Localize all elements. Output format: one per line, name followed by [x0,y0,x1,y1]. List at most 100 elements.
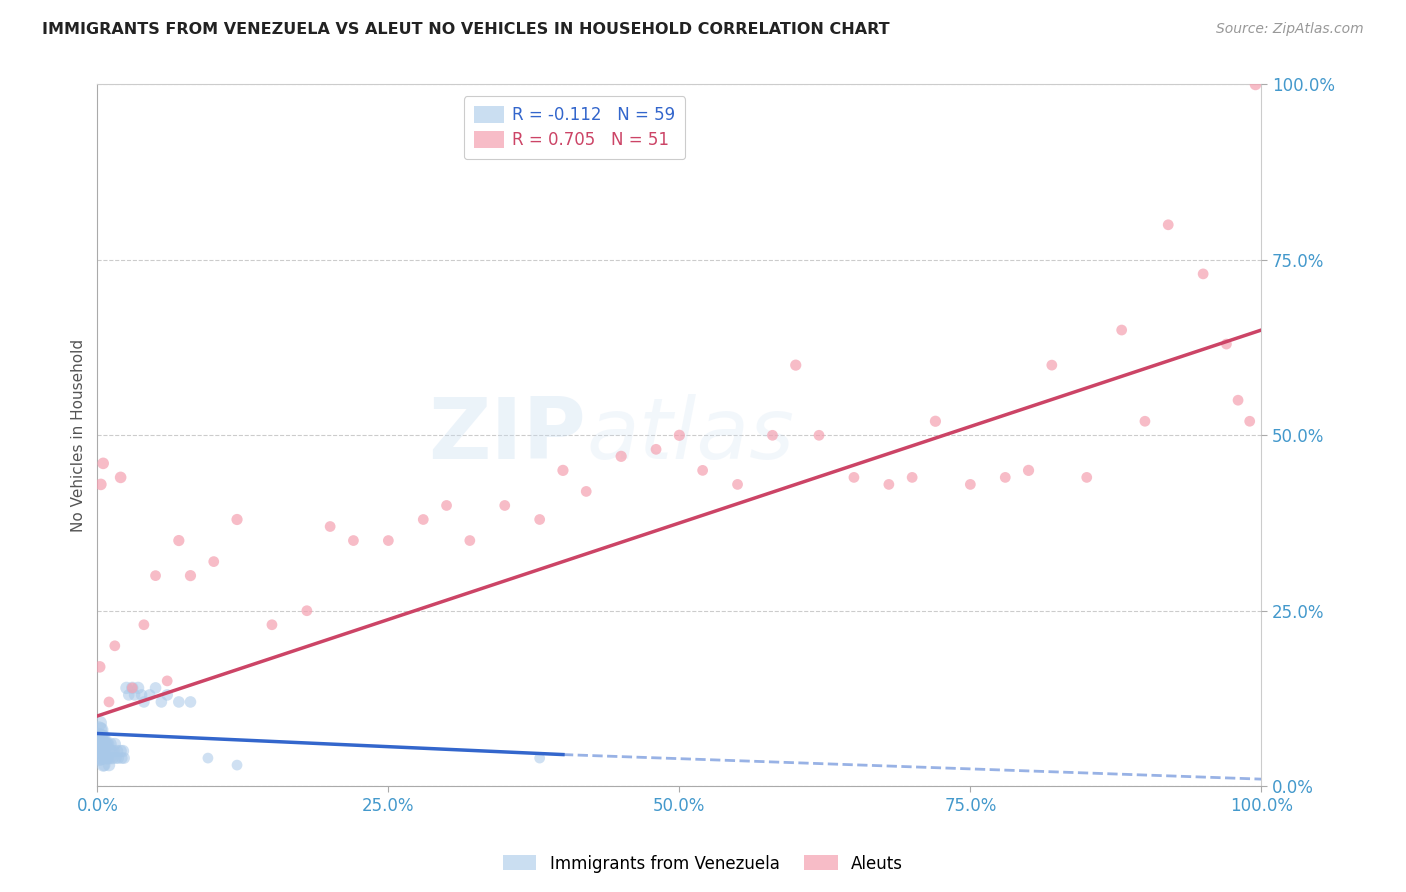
Point [101,751,124,765]
Point [87,730,110,744]
Point [1244,78,1267,92]
Point [1227,393,1250,408]
Point [98,737,121,751]
Point [104,639,127,653]
Point [110,470,132,484]
Point [89,744,111,758]
Point [100,744,122,758]
Point [226,512,249,526]
Point [97,737,120,751]
Point [87,737,110,751]
Point [91,758,114,772]
Point [610,450,633,464]
Point [529,751,551,765]
Point [91,751,114,765]
Point [179,568,201,582]
Point [87,723,110,737]
Text: Source: ZipAtlas.com: Source: ZipAtlas.com [1216,22,1364,37]
Point [107,751,129,765]
Point [1111,323,1133,337]
Point [319,519,342,533]
Point [994,470,1017,484]
Point [89,737,111,751]
Point [1157,218,1180,232]
Point [90,744,112,758]
Point [93,737,115,751]
Point [132,695,155,709]
Point [104,751,127,765]
Point [901,470,924,484]
Point [98,744,121,758]
Text: IMMIGRANTS FROM VENEZUELA VS ALEUT NO VEHICLES IN HOUSEHOLD CORRELATION CHART: IMMIGRANTS FROM VENEZUELA VS ALEUT NO VE… [42,22,890,37]
Point [692,463,714,477]
Point [761,428,783,442]
Point [91,744,114,758]
Point [202,555,225,569]
Point [104,737,127,751]
Point [94,737,117,751]
Point [118,688,141,702]
Point [1018,463,1040,477]
Point [89,660,111,674]
Point [97,751,120,765]
Point [1239,414,1261,428]
Point [89,751,111,765]
Point [959,477,981,491]
Text: atlas: atlas [586,393,794,477]
Point [105,744,128,758]
Point [98,751,121,765]
Point [112,751,135,765]
Text: ZIP: ZIP [429,393,586,477]
Point [436,499,458,513]
Point [91,730,114,744]
Point [295,604,318,618]
Point [197,751,219,765]
Point [111,751,134,765]
Point [575,484,598,499]
Point [167,533,190,548]
Point [179,695,201,709]
Point [93,758,115,772]
Point [1076,470,1098,484]
Point [111,744,134,758]
Point [145,681,167,695]
Point [90,751,112,765]
Point [124,688,146,702]
Point [785,358,807,372]
Point [260,617,283,632]
Point [645,442,668,457]
Point [226,758,249,772]
Point [138,688,160,702]
Point [1040,358,1063,372]
Point [91,737,114,751]
Point [87,744,110,758]
Legend: Immigrants from Venezuela, Aleuts: Immigrants from Venezuela, Aleuts [496,848,910,880]
Point [131,688,153,702]
Point [90,723,112,737]
Point [94,751,117,765]
Point [842,470,865,484]
Point [93,744,115,758]
Point [132,617,155,632]
Point [115,681,138,695]
Point [121,681,143,695]
Point [145,568,167,582]
Point [1215,337,1237,351]
Point [89,730,111,744]
Point [96,737,118,751]
Point [727,477,749,491]
Point [96,751,118,765]
Point [377,533,399,548]
Point [494,499,516,513]
Point [808,428,831,442]
Point [98,758,121,772]
Point [121,681,143,695]
Point [1192,267,1215,281]
Point [103,744,125,758]
Point [110,744,132,758]
Point [342,533,364,548]
Point [668,428,690,442]
Point [1133,414,1156,428]
Point [924,414,946,428]
Point [90,737,112,751]
